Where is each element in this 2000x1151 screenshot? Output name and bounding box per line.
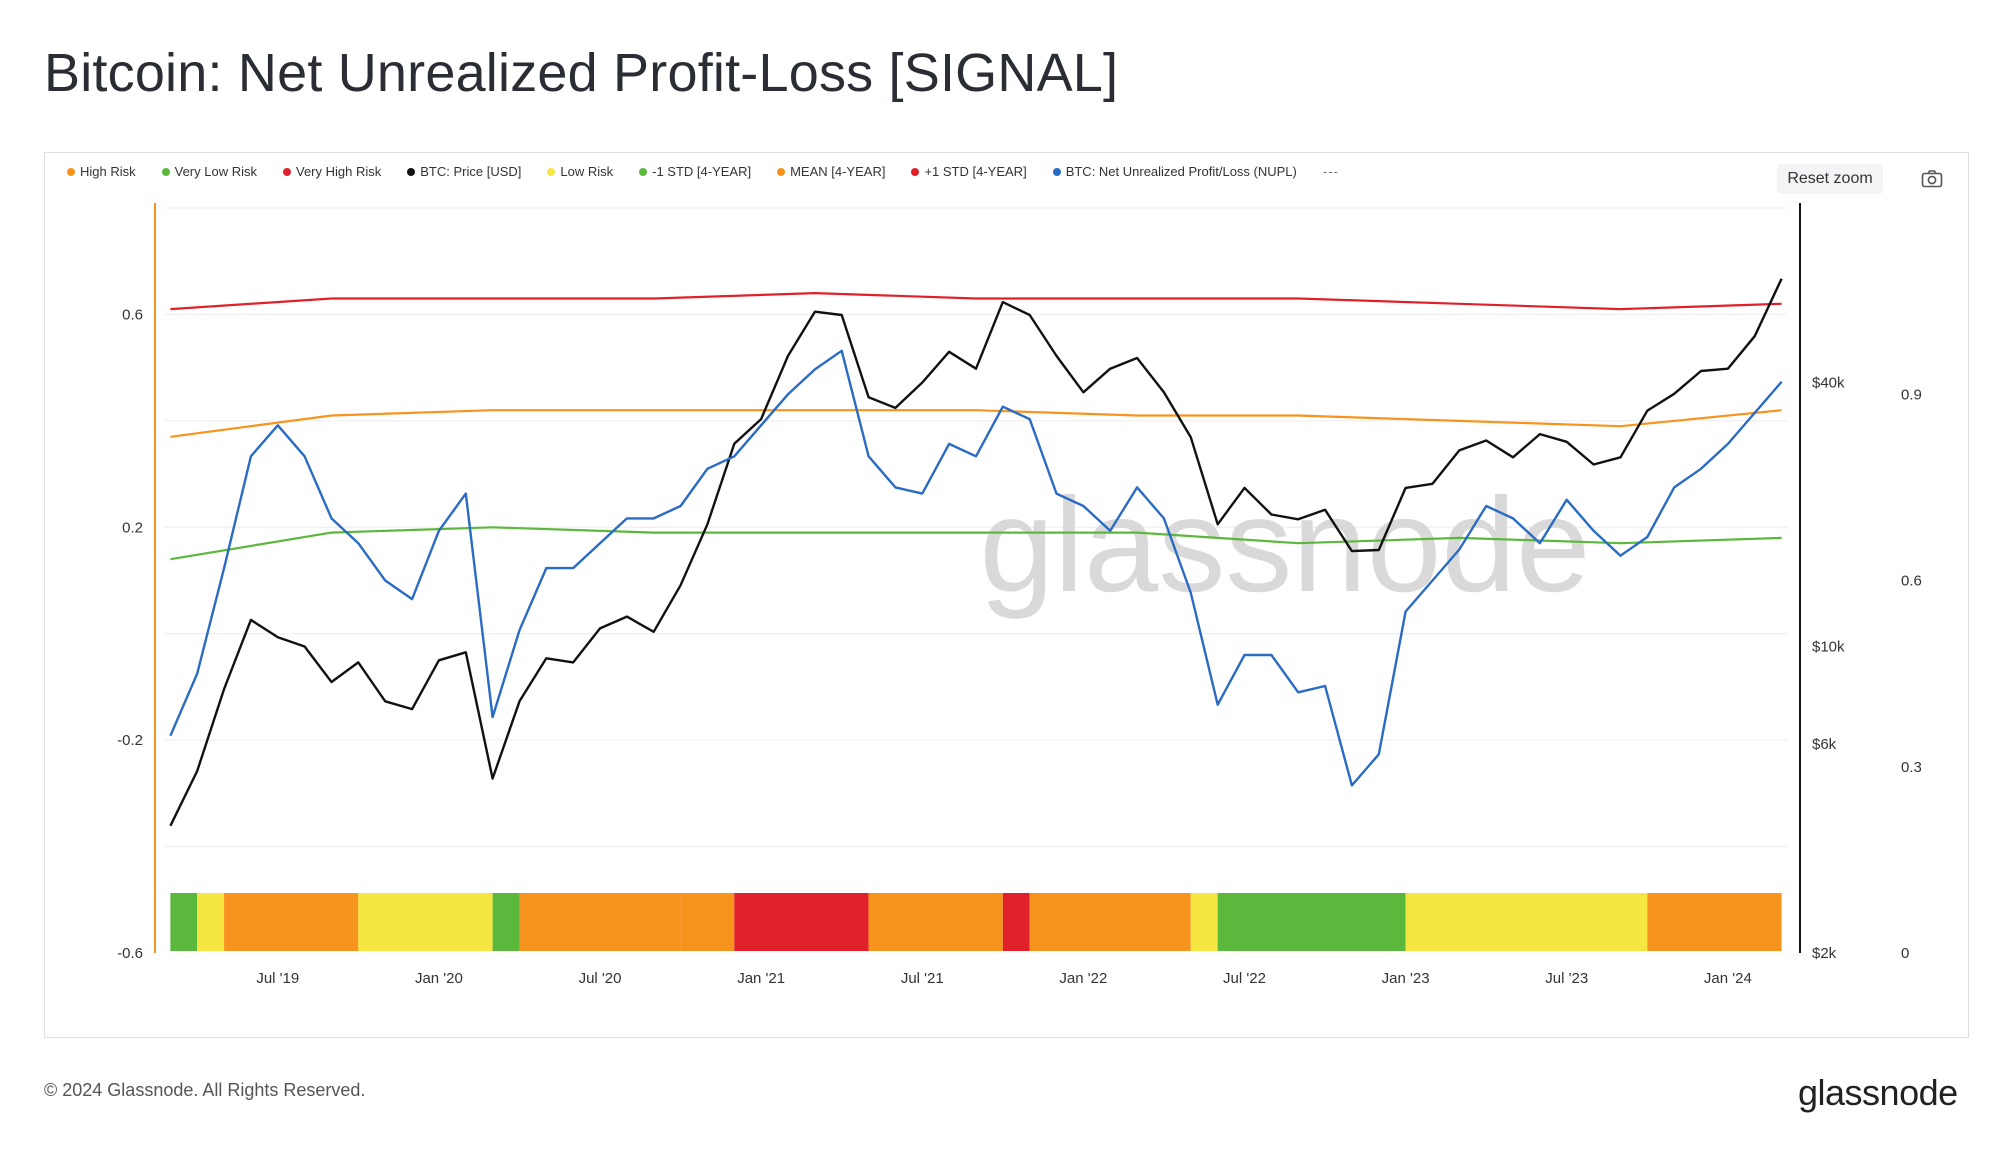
page-title: Bitcoin: Net Unrealized Profit-Loss [SIG… [44, 43, 1119, 103]
copyright-footer: © 2024 Glassnode. All Rights Reserved. [44, 1080, 366, 1100]
legend-item-btc-price[interactable]: BTC: Price [USD] [407, 164, 521, 179]
x-tick-label: Jan '20 [415, 970, 463, 987]
legend-label: Low Risk [560, 164, 614, 179]
legend-swatch [1052, 167, 1061, 176]
legend-item-very-low-risk[interactable]: Very Low Risk [161, 164, 257, 179]
signal-bar-segment [1002, 893, 1030, 951]
x-tick-label: Jan '23 [1382, 970, 1430, 987]
legend-swatch [911, 167, 920, 176]
legend-label: +1 STD [4-YEAR] [924, 164, 1027, 179]
signal-bar-segment [868, 893, 1003, 951]
signal-bar-segment [1405, 893, 1648, 951]
price-axis-tick-label: $2k [1812, 945, 1837, 962]
signal-bar-segment [1029, 893, 1191, 951]
signal-bar-segment [1647, 893, 1782, 951]
signal-bar-segment [224, 893, 359, 951]
x-tick-label: Jul '22 [1223, 970, 1266, 987]
left-axis-tick-label: 0.2 [122, 519, 143, 536]
x-tick-label: Jan '21 [737, 970, 785, 987]
signal-bar-segment [519, 893, 681, 951]
legend-label: BTC: Net Unrealized Profit/Loss (NUPL) [1065, 164, 1297, 179]
legend-label: -1 STD [4-YEAR] [652, 164, 752, 179]
signal-bar-segment [680, 893, 735, 951]
signal-bar-segment [170, 893, 198, 951]
legend-swatch [547, 167, 556, 176]
signal-bar-segment [197, 893, 225, 951]
chart-watermark: glassnode [980, 471, 1591, 620]
x-tick-label: Jan '22 [1059, 970, 1107, 987]
x-tick-label: Jul '21 [901, 970, 944, 987]
x-tick-label: Jul '19 [256, 970, 299, 987]
reset-zoom-button[interactable]: Reset zoom [1777, 164, 1883, 194]
legend-item-high-risk[interactable]: High Risk [67, 164, 136, 179]
nupl-axis-tick-label: 0.9 [1901, 386, 1922, 403]
signal-bar-segment [492, 893, 520, 951]
legend-item-minus-1-std[interactable]: -1 STD [4-YEAR] [639, 164, 751, 179]
legend-item-low-risk[interactable]: Low Risk [547, 164, 613, 179]
nupl-chart[interactable]: glassnode Jul '19 Jan '20 Jul '20 Jan '21 Ju… [45, 153, 1970, 1039]
left-axis-tick-label: 0.6 [122, 306, 143, 323]
legend-item-plus-1-std[interactable]: +1 STD [4-YEAR] [911, 164, 1027, 179]
legend-swatch [407, 167, 416, 176]
chart-panel: High Risk Very Low Risk Very High Risk B… [44, 152, 1969, 1038]
legend-item-mean[interactable]: MEAN [4-YEAR] [777, 164, 885, 179]
x-tick-label: Jan '24 [1704, 970, 1752, 987]
series-line-nupl [169, 349, 1783, 787]
legend-item-very-high-risk[interactable]: Very High Risk [283, 164, 381, 179]
legend-label: BTC: Price [USD] [420, 164, 522, 179]
series-line-plus-1-std [170, 292, 1782, 311]
legend-swatch [777, 167, 786, 176]
signal-bar-segment [1217, 893, 1406, 951]
legend-swatch [639, 167, 648, 176]
legend-label: High Risk [80, 164, 136, 179]
price-axis-tick-label: $6k [1812, 736, 1837, 753]
legend-swatch [283, 167, 291, 176]
signal-bar-segment [1190, 893, 1218, 951]
legend-swatch [161, 167, 170, 176]
nupl-axis-tick-label: 0.3 [1901, 759, 1922, 776]
legend-swatch [67, 167, 75, 176]
series-line-btc-price [169, 278, 1783, 827]
nupl-axis-tick-label: 0 [1901, 945, 1909, 962]
left-axis-tick-label: -0.6 [117, 945, 143, 962]
nupl-axis-tick-label: 0.6 [1901, 573, 1922, 590]
left-axis-tick-label: -0.2 [117, 732, 143, 749]
camera-icon[interactable] [1921, 169, 1943, 189]
legend-more-toggle[interactable]: --- [1322, 164, 1339, 179]
price-axis-tick-label: $40k [1812, 374, 1845, 391]
legend-label: MEAN [4-YEAR] [790, 164, 886, 179]
legend-label: Very Low Risk [174, 164, 257, 179]
series-line-mean [170, 409, 1782, 438]
signal-bar-segment [358, 893, 493, 951]
legend-item-nupl[interactable]: BTC: Net Unrealized Profit/Loss (NUPL) [1052, 164, 1297, 179]
price-axis-tick-label: $10k [1812, 639, 1845, 656]
brand-logo-text: glassnode [1798, 1072, 1958, 1113]
chart-legend: High Risk Very Low Risk Very High Risk B… [67, 164, 1365, 179]
legend-label: Very High Risk [296, 164, 382, 179]
signal-bar-segment [734, 893, 869, 951]
x-tick-label: Jul '20 [579, 970, 622, 987]
x-tick-label: Jul '23 [1545, 970, 1588, 987]
